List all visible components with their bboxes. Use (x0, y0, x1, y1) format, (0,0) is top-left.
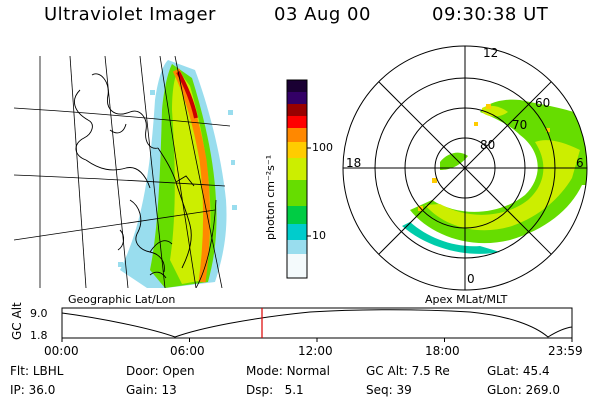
polar-aurora-cusp (440, 152, 468, 170)
info-filter: Flt: LBHL (10, 364, 64, 378)
info-mode: Mode: Normal (246, 364, 330, 378)
timeline-x-tick-0600: 06:00 (170, 344, 205, 358)
polar-plot (342, 45, 588, 291)
geo-aurora-yellow (170, 70, 211, 284)
instrument-title: Ultraviolet Imager (44, 4, 216, 25)
info-gc-alt: GC Alt: 7.5 Re (366, 364, 450, 378)
timeline-y-tick-high: 9.0 (30, 307, 48, 320)
geo-aurora-peak (176, 71, 198, 119)
polar-mlt-18: 18 (346, 156, 362, 170)
polar-panel-label: Apex MLat/MLT (425, 293, 508, 306)
geo-graticule (14, 56, 231, 288)
date-label: 03 Aug 00 (274, 4, 371, 25)
timeline-x-tick-1800: 18:00 (425, 344, 460, 358)
polar-mlt-0: 0 (467, 272, 475, 286)
info-seq: Seq: 39 (366, 383, 412, 397)
geo-aurora-core (172, 68, 211, 283)
polar-lat-70: 70 (512, 118, 528, 132)
colorbar-units-label: photon cm⁻²s⁻¹ (264, 154, 277, 240)
timeline-plot (61, 307, 573, 342)
info-door: Door: Open (126, 364, 195, 378)
timeline-ticks (61, 338, 573, 342)
timeline-axis-label: GC Alt (10, 302, 24, 340)
info-gain: Gain: 13 (126, 383, 177, 397)
timeline-x-tick-0000: 00:00 (44, 344, 79, 358)
geo-panel-label: Geographic Lat/Lon (68, 293, 176, 306)
timeline-y-tick-low: 1.8 (30, 329, 48, 342)
geo-aurora-speckle (118, 90, 237, 267)
polar-mlt-12: 12 (483, 46, 499, 60)
polar-lat-80: 80 (480, 138, 496, 152)
info-glat: GLat: 45.4 (487, 364, 550, 378)
polar-mlt-6: 6 (576, 156, 584, 170)
colorbar-tick-10: 10 (312, 229, 326, 242)
polar-grid (342, 45, 588, 291)
geo-map-panel (14, 56, 237, 288)
timeline-x-tick-2359: 23:59 (548, 344, 583, 358)
colorbar-tick-100: 100 (312, 141, 333, 154)
timeline-x-tick-1200: 12:00 (298, 344, 333, 358)
info-ip: IP: 36.0 (10, 383, 56, 397)
info-dsp: Dsp: 5.1 (246, 383, 304, 397)
polar-lat-60: 60 (535, 96, 551, 110)
colorbar (286, 79, 311, 279)
altitude-curve (61, 309, 573, 338)
info-glon: GLon: 269.0 (487, 383, 560, 397)
polar-aurora-cyan (402, 222, 500, 254)
polar-aurora-inner (425, 140, 580, 231)
time-label: 09:30:38 UT (432, 4, 549, 25)
